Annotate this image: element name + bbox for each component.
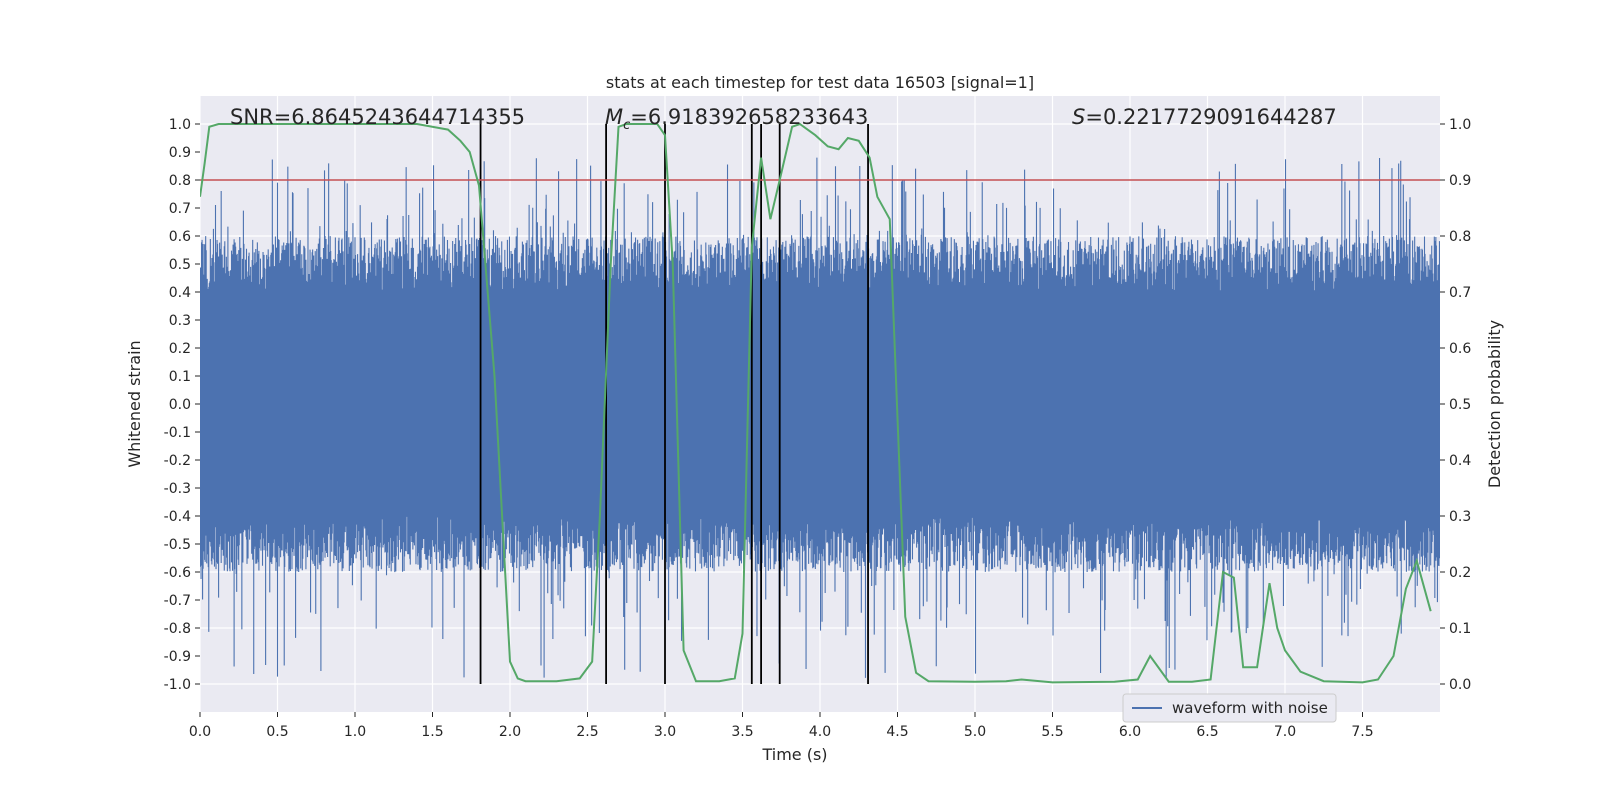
y-tick-label: 0.8 <box>169 173 191 189</box>
snr-annotation: SNR=6.8645243644714355 <box>230 105 525 129</box>
legend-label: waveform with noise <box>1172 699 1328 717</box>
x-tick-label: 2.5 <box>576 724 598 740</box>
probability-line <box>200 122 1432 684</box>
x-tick-label: 1.5 <box>421 724 443 740</box>
y-tick-label: 0.0 <box>169 397 191 413</box>
x-tick-label: 2.0 <box>499 724 521 740</box>
y2-tick-label: 0.0 <box>1449 677 1471 693</box>
x-tick-label: 3.0 <box>654 724 676 740</box>
y2-tick-label: 0.5 <box>1449 397 1471 413</box>
y2-tick-label: 0.1 <box>1449 621 1471 637</box>
y-tick-label: -0.5 <box>164 537 191 553</box>
waveform-dense-band <box>200 292 1440 516</box>
y2-tick-label: 0.3 <box>1449 509 1471 525</box>
chirp-mass-symbol: M <box>605 105 623 129</box>
chart-title: stats at each timestep for test data 165… <box>606 73 1034 92</box>
x-axis-ticks: 0.0 0.5 1.0 1.5 2.0 2.5 3.0 3.5 4.0 4.5 5.0 5.5 6.0 6… <box>189 712 1374 740</box>
y-tick-label: 0.1 <box>169 369 191 385</box>
y-tick-label: -0.2 <box>164 453 191 469</box>
y2-tick-label: 0.7 <box>1449 285 1471 301</box>
chirp-mass-subscript: c <box>623 118 630 133</box>
y-tick-label: -0.4 <box>164 509 191 525</box>
y2-tick-label: 0.8 <box>1449 229 1471 245</box>
y2-tick-label: 0.2 <box>1449 565 1471 581</box>
y-tick-label: -0.7 <box>164 593 191 609</box>
significance-symbol: S <box>1072 105 1085 129</box>
x-tick-label: 0.0 <box>189 724 211 740</box>
x-tick-label: 7.0 <box>1274 724 1296 740</box>
x-tick-label: 7.5 <box>1351 724 1373 740</box>
y2-tick-label: 0.9 <box>1449 173 1471 189</box>
y-tick-label: 0.4 <box>169 285 191 301</box>
x-axis-label: Time (s) <box>761 745 827 764</box>
y2-tick-label: 1.0 <box>1449 117 1471 133</box>
x-tick-label: 6.5 <box>1196 724 1218 740</box>
chirp-mass-annotation: Mc=6.918392658233643 <box>605 105 868 133</box>
y-axis-label: Whitened strain <box>125 340 144 467</box>
y2-axis-ticks: 1.0 0.9 0.8 0.7 0.6 0.5 0.4 0.3 0.2 0.1 0.0 <box>1440 117 1471 693</box>
x-tick-label: 6.0 <box>1119 724 1141 740</box>
x-tick-label: 0.5 <box>266 724 288 740</box>
vertical-lines <box>479 124 869 684</box>
y-tick-label: -0.9 <box>164 649 191 665</box>
y2-tick-label: 0.4 <box>1449 453 1471 469</box>
chirp-mass-value: =6.918392658233643 <box>630 105 868 129</box>
y-tick-label: 0.9 <box>169 145 191 161</box>
x-tick-label: 4.0 <box>809 724 831 740</box>
y-tick-label: -0.3 <box>164 481 191 497</box>
y-tick-label: -1.0 <box>164 677 191 693</box>
y-tick-label: 0.7 <box>169 201 191 217</box>
y-tick-label: -0.8 <box>164 621 191 637</box>
y-tick-label: 0.3 <box>169 313 191 329</box>
legend: waveform with noise <box>1122 693 1337 723</box>
significance-value: =0.2217729091644287 <box>1085 105 1336 129</box>
y2-tick-label: 0.6 <box>1449 341 1471 357</box>
y-tick-label: 0.5 <box>169 257 191 273</box>
y2-axis-label: Detection probability <box>1485 320 1504 488</box>
x-tick-label: 4.5 <box>886 724 908 740</box>
waveform-series <box>200 157 1440 679</box>
x-tick-label: 5.5 <box>1041 724 1063 740</box>
x-tick-label: 1.0 <box>344 724 366 740</box>
y-tick-label: 0.2 <box>169 341 191 357</box>
significance-annotation: S=0.2217729091644287 <box>1072 105 1337 129</box>
y-tick-label: 1.0 <box>169 117 191 133</box>
y-tick-label: 0.6 <box>169 229 191 245</box>
x-tick-label: 3.5 <box>731 724 753 740</box>
legend-box <box>1122 693 1337 723</box>
x-tick-label: 5.0 <box>964 724 986 740</box>
y-tick-label: -0.6 <box>164 565 191 581</box>
y-axis-ticks: 1.0 0.9 0.8 0.7 0.6 0.5 0.4 0.3 0.2 0.1 0.0 -0.1 -0.… <box>164 117 200 693</box>
y-tick-label: -0.1 <box>164 425 191 441</box>
